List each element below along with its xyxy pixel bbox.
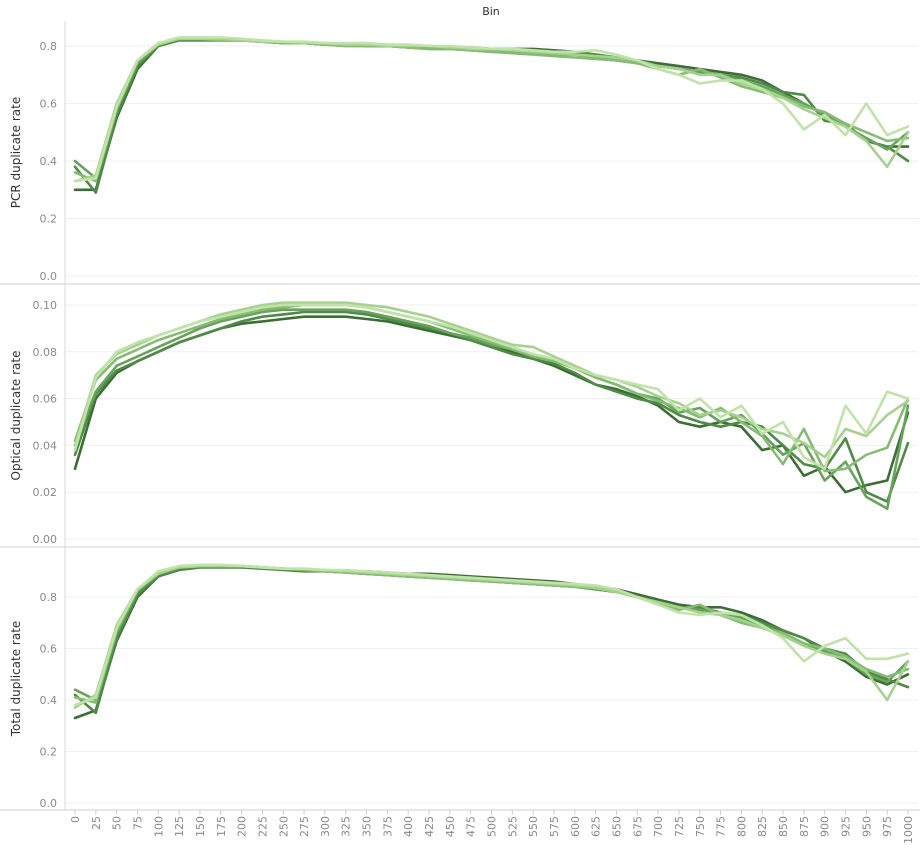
series-line-1 [73,38,910,192]
x-tick-label: 700 [652,816,665,837]
y-tick-label: 0.4 [40,694,58,707]
x-tick-label: 650 [610,816,623,837]
y-axis-label: Optical duplicate rate [9,351,23,481]
x-tick-label: 625 [590,816,603,837]
x-tick-label: 400 [402,816,415,837]
y-tick-label: 0.6 [40,98,58,111]
series-line-1 [73,564,910,720]
x-tick-label: 100 [152,816,165,837]
x-tick-label: 475 [465,816,478,837]
y-tick-label: 0.02 [33,486,58,499]
y-tick-label: 0.06 [33,393,58,406]
x-tick-label: 200 [236,816,249,837]
x-tick-label: 125 [173,816,186,837]
y-tick-label: 0.8 [40,40,58,53]
series-line-6 [73,563,910,707]
x-tick-label: 0 [69,816,82,823]
y-axis-label: Total duplicate rate [9,621,23,738]
x-tick-label: 725 [673,816,686,837]
y-axis-label: PCR duplicate rate [9,97,23,209]
series-line-6 [73,36,910,183]
x-tick-label: 350 [361,816,374,837]
x-tick-label: 375 [381,816,394,837]
x-axis: 0 25 50 75 100 125 150 175 200 225 250 275 300 325 350… [65,809,918,844]
y-tick-label: 0.00 [33,533,58,546]
x-axis-title: Bin [482,5,500,18]
x-tick-label: 25 [90,816,103,830]
x-tick-label: 950 [860,816,873,837]
series-line-4 [73,37,910,183]
x-tick-label: 525 [506,816,519,837]
x-tick-label: 175 [215,816,228,837]
x-tick-label: 675 [631,816,644,837]
y-tick-label: 0.10 [33,299,58,312]
x-tick-label: 75 [131,816,144,830]
x-tick-label: 925 [840,816,853,837]
x-tick-label: 800 [735,816,748,837]
x-tick-label: 875 [798,816,811,837]
y-tick-label: 0.4 [40,155,58,168]
x-tick-label: 325 [340,816,353,837]
x-tick-label: 575 [548,816,561,837]
panel-3: 0.0 0.2 0.4 0.6 0.8 Total duplicate rate [0,547,920,811]
series-line-3 [73,37,910,180]
y-tick-label: 0.6 [40,643,58,656]
x-tick-label: 600 [569,816,582,837]
y-tick-label: 0.2 [40,746,58,759]
x-tick-label: 850 [777,816,790,837]
x-tick-label: 50 [111,816,124,830]
x-tick-label: 450 [444,816,457,837]
y-tick-label: 0.0 [40,797,58,810]
x-tick-label: 250 [277,816,290,837]
panel-2: 0.00 0.02 0.04 0.06 0.08 0.10 Optical duplicat… [0,284,920,548]
series-line-3 [73,308,910,510]
y-tick-label: 0.04 [33,439,58,452]
x-tick-label: 425 [423,816,436,837]
x-tick-label: 275 [298,816,311,837]
series-line-2 [73,310,910,503]
x-tick-label: 975 [881,816,894,837]
y-tick-label: 0.08 [33,346,58,359]
x-tick-label: 825 [756,816,769,837]
x-tick-label: 900 [819,816,832,837]
series-line-6 [73,303,910,471]
x-tick-label: 500 [486,816,499,837]
y-tick-label: 0.0 [40,270,58,283]
x-tick-label: 550 [527,816,540,837]
x-tick-label: 750 [694,816,707,837]
panel-1: 0.0 0.2 0.4 0.6 0.8 PCR duplicate rate [0,21,920,285]
y-tick-label: 0.2 [40,213,58,226]
x-tick-label: 1000 [902,816,915,844]
series-line-4 [73,303,910,473]
series-line-2 [73,38,910,194]
x-tick-label: 150 [194,816,207,837]
x-tick-label: 300 [319,816,332,837]
y-tick-label: 0.8 [40,591,58,604]
x-tick-label: 225 [256,816,269,837]
series-line-5 [73,37,910,183]
x-tick-label: 775 [715,816,728,837]
